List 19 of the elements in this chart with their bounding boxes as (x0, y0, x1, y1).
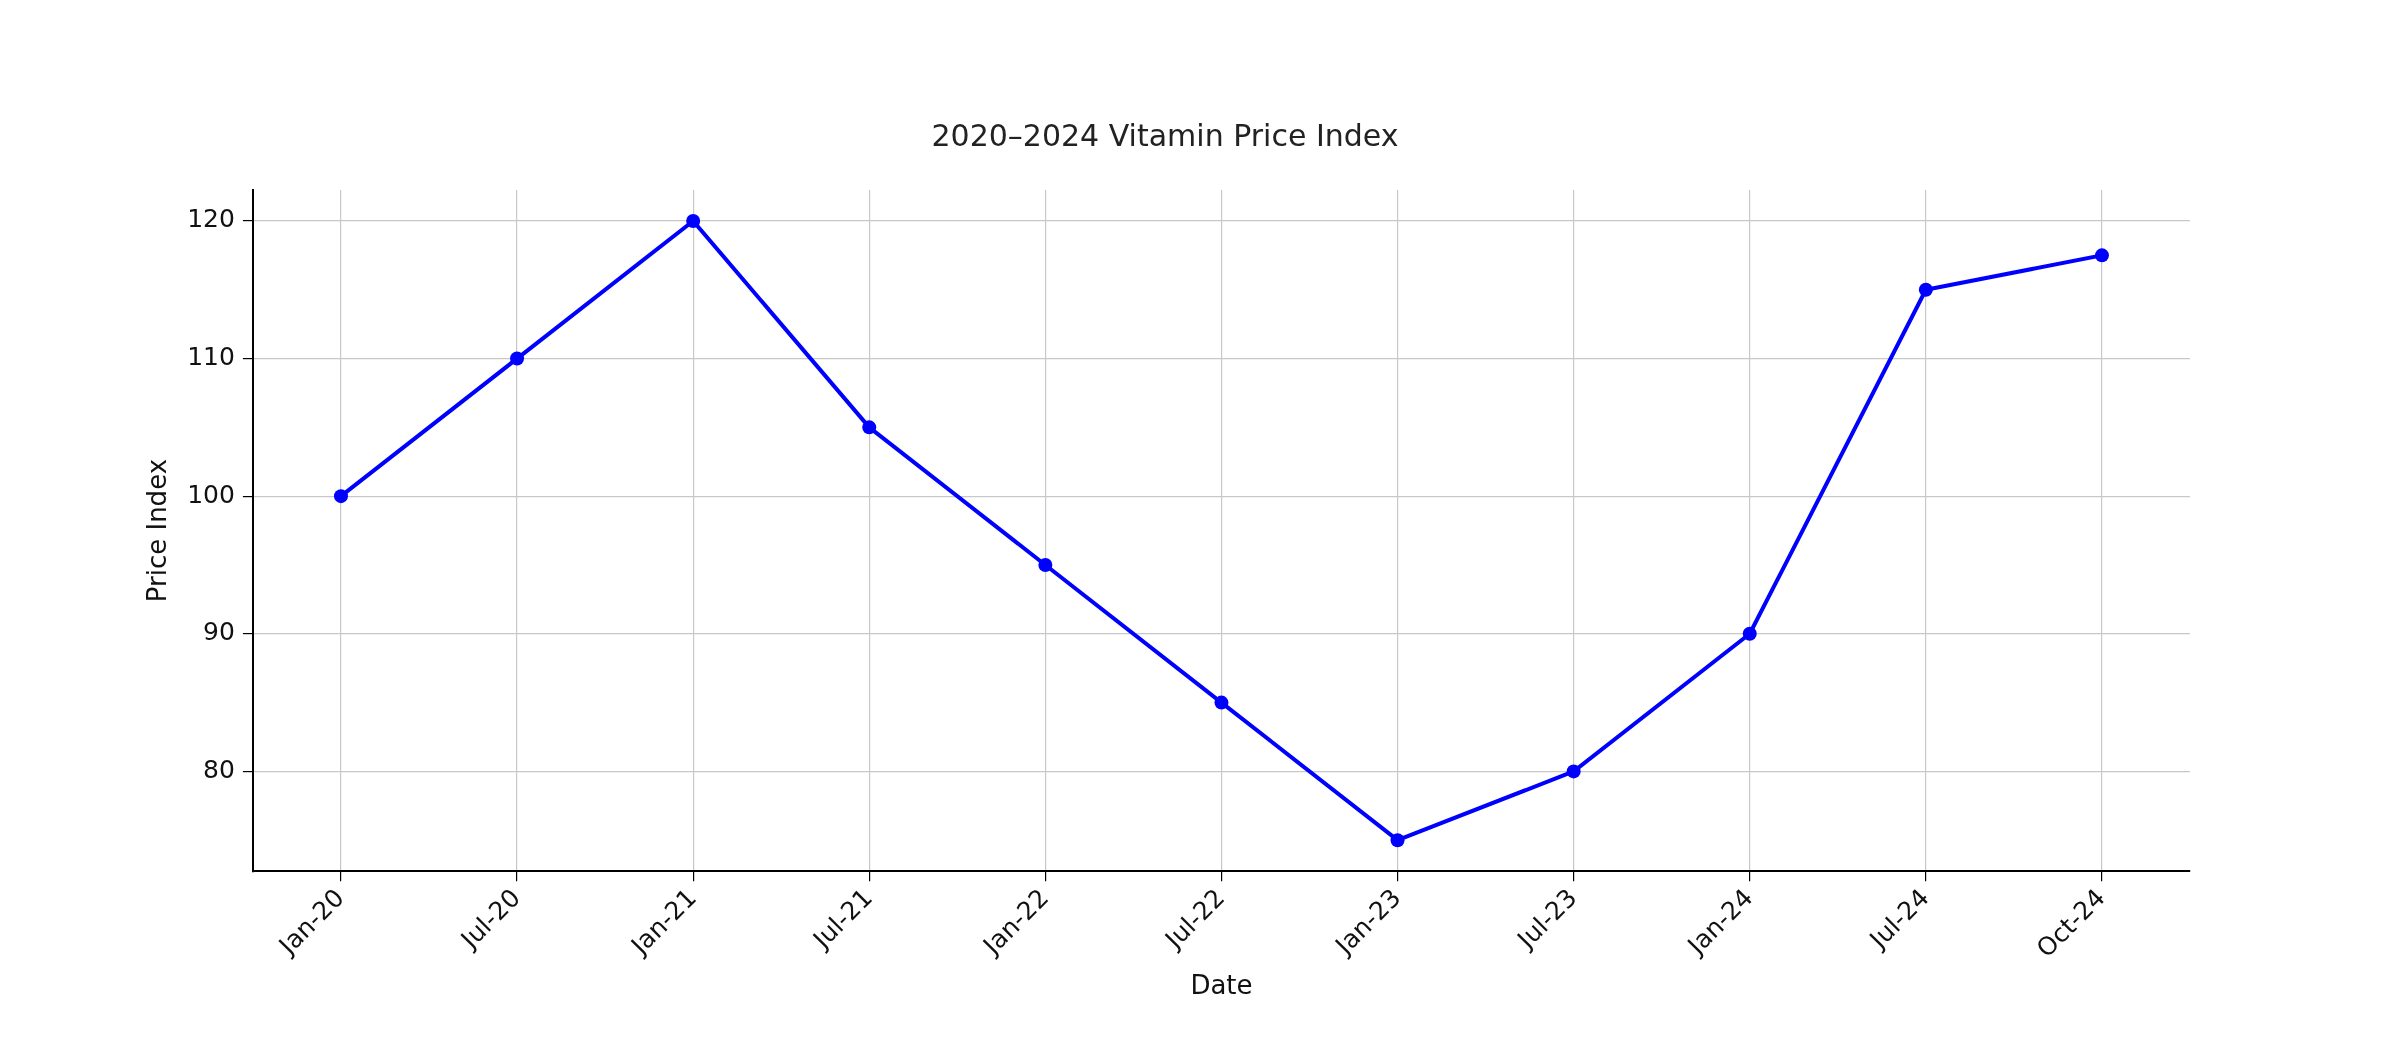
point (2094, 248, 2109, 263)
y-tick-label: 80 (203, 754, 235, 784)
point (1390, 833, 1405, 848)
point (1918, 282, 1933, 297)
y-tick-label: 120 (187, 204, 235, 234)
point (1742, 626, 1757, 641)
point (510, 351, 525, 366)
point (1566, 764, 1581, 779)
chart-title: 2020–2024 Vitamin Price Index (931, 117, 1399, 153)
y-tick-label: 90 (203, 617, 235, 647)
y-tick-label: 100 (187, 479, 235, 509)
point (333, 489, 348, 504)
point (862, 420, 877, 435)
y-axis-title: Price Index (142, 458, 173, 603)
y-tick-label: 110 (187, 342, 235, 372)
point (1214, 695, 1229, 710)
point (1038, 557, 1053, 572)
point (686, 213, 701, 228)
x-axis-title: Date (1190, 970, 1253, 1001)
